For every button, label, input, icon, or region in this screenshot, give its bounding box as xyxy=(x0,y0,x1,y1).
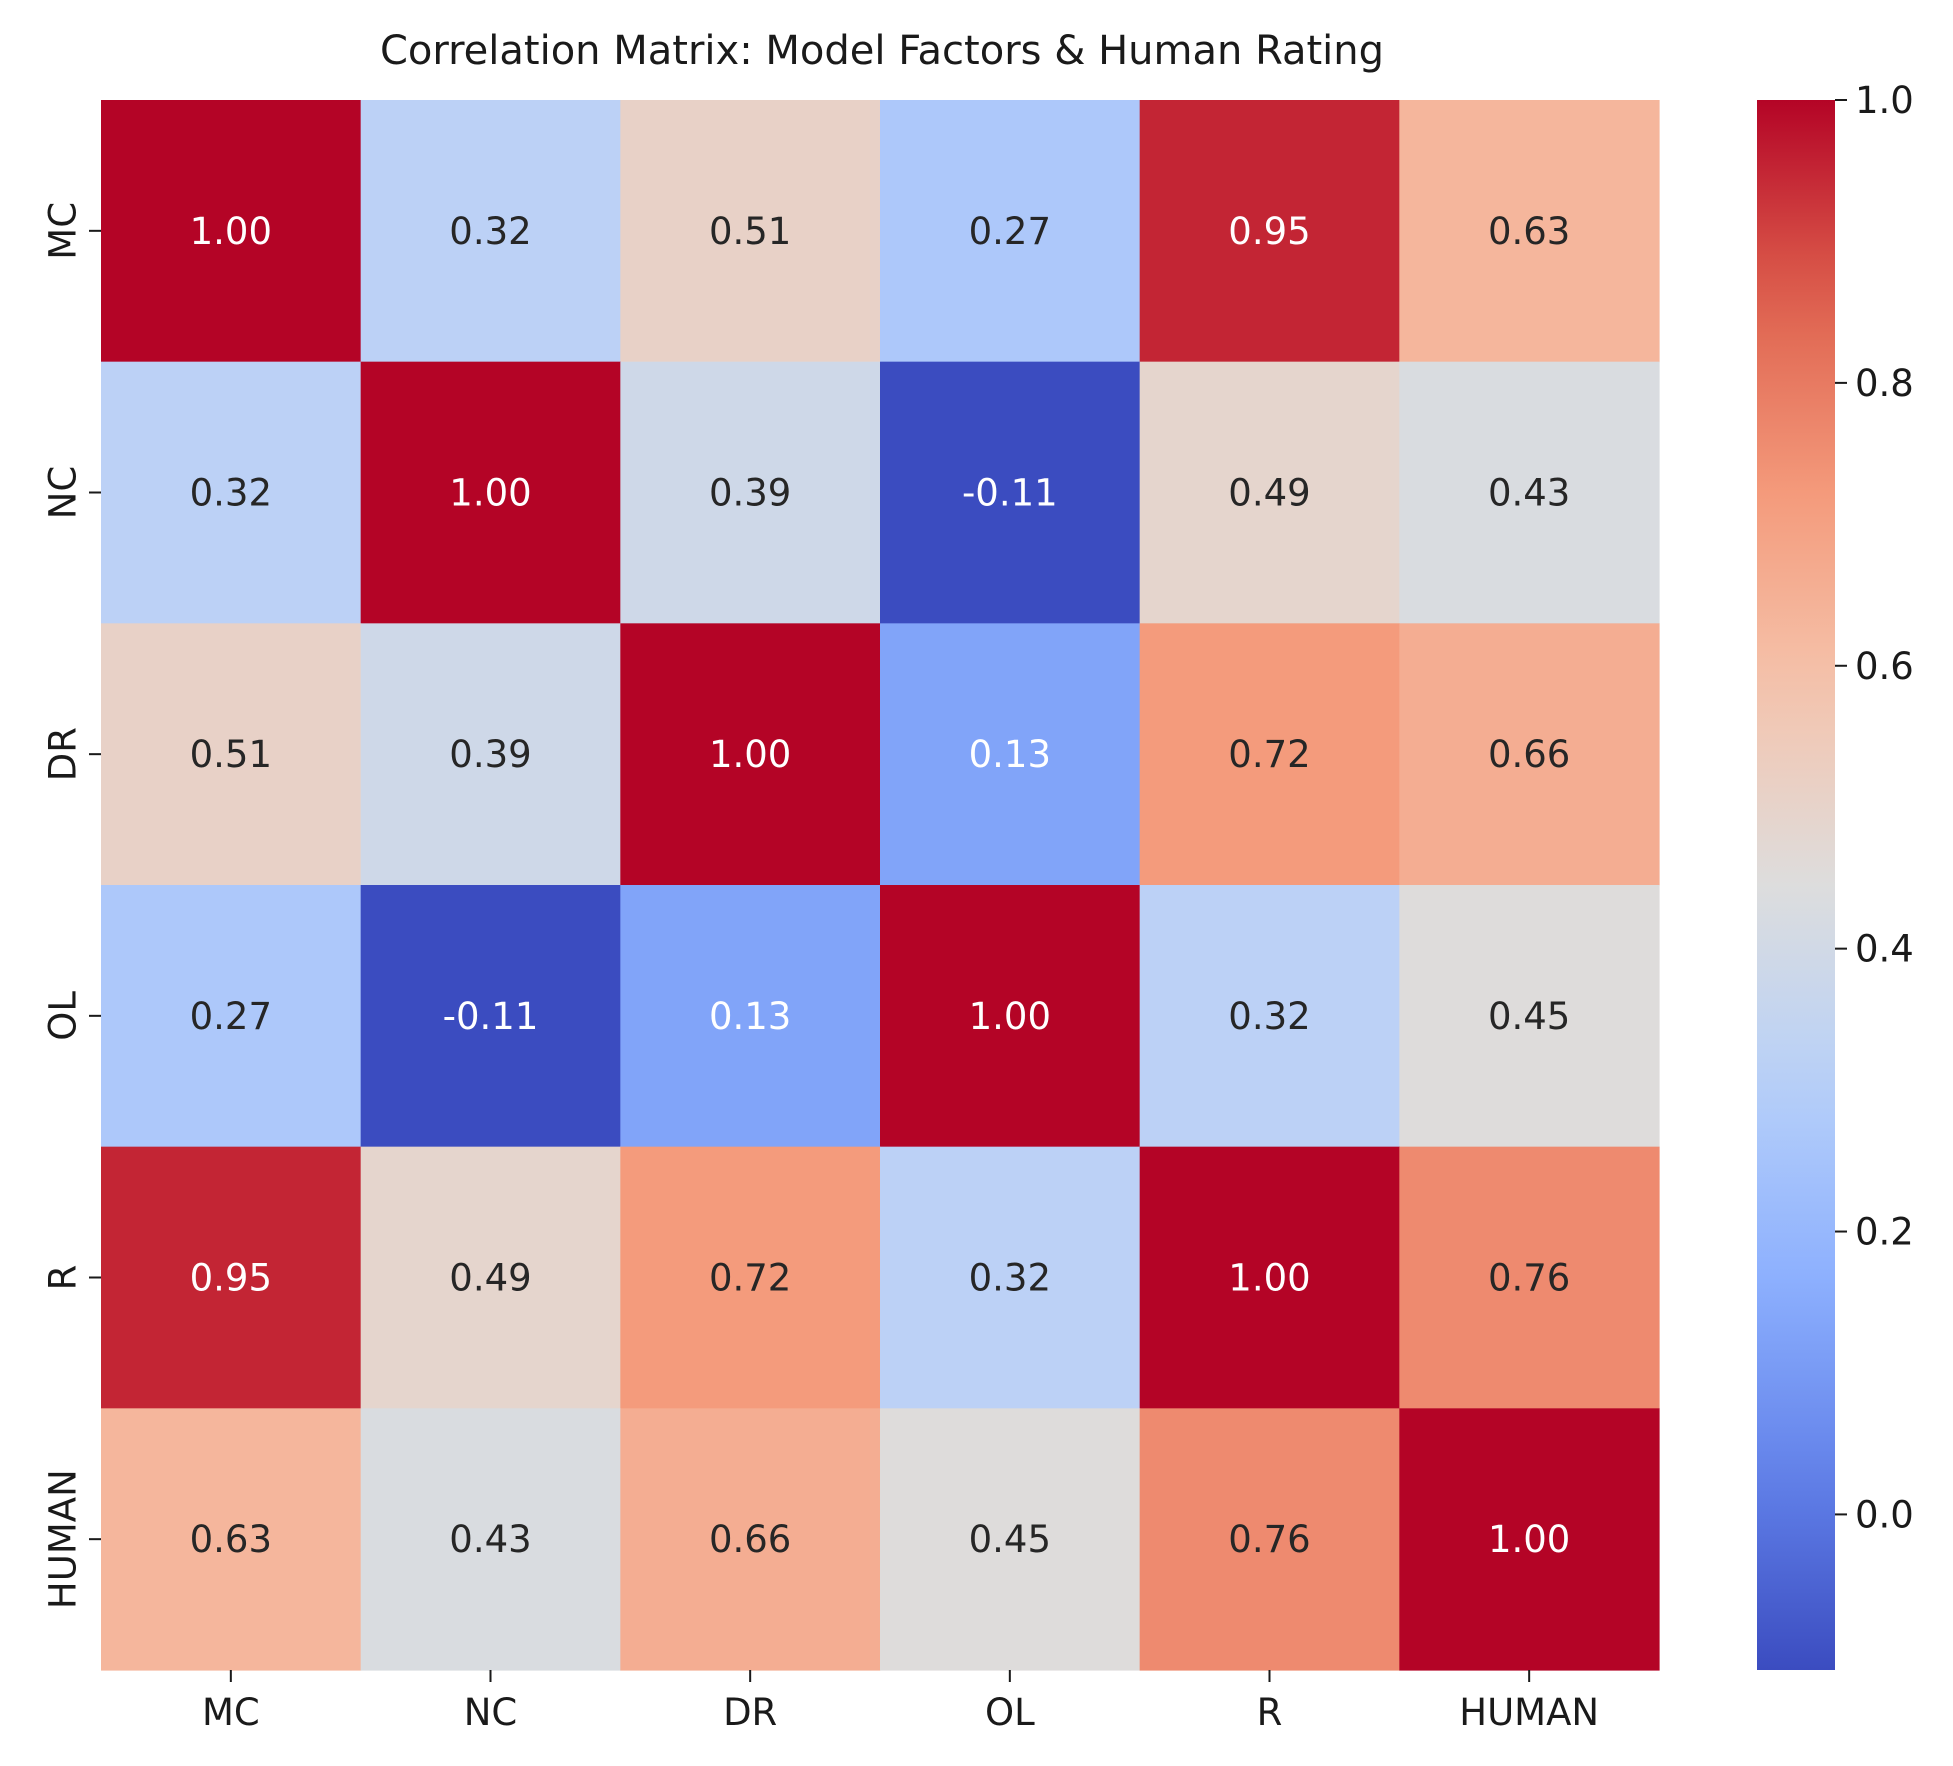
cell-value-label: 0.63 xyxy=(1488,210,1570,253)
heatmap-cell xyxy=(1399,885,1660,1148)
cell-value-label: -0.11 xyxy=(443,995,539,1038)
heatmap-cell xyxy=(620,885,881,1148)
heatmap-cell xyxy=(620,361,881,624)
heatmap-cell xyxy=(880,1408,1141,1671)
heatmap-cell xyxy=(620,1146,881,1409)
heatmap-cell xyxy=(101,100,362,363)
colorbar-tick-label: 1.0 xyxy=(1855,79,1914,122)
cell-value-label: 0.72 xyxy=(709,1257,791,1300)
heatmap-cell xyxy=(360,1408,621,1671)
colorbar-tick-label: 0.2 xyxy=(1855,1211,1914,1254)
heatmap-cell xyxy=(1399,623,1660,886)
y-tick-label: MC xyxy=(42,202,85,260)
heatmap-cell xyxy=(1139,361,1400,624)
heatmap-cell xyxy=(880,623,1141,886)
heatmap-cell xyxy=(1139,100,1400,363)
heatmap-cell xyxy=(360,623,621,886)
heatmap-cell xyxy=(101,885,362,1148)
cell-value-label: 0.13 xyxy=(969,733,1051,776)
cell-value-label: 0.66 xyxy=(1488,733,1570,776)
cell-value-label: 0.95 xyxy=(1228,210,1310,253)
heatmap-cell xyxy=(1399,1146,1660,1409)
x-tick-label: HUMAN xyxy=(1459,1691,1599,1734)
cell-value-label: 1.00 xyxy=(709,733,791,776)
colorbar-tick-label: 0.8 xyxy=(1855,362,1914,405)
heatmap-cell xyxy=(101,623,362,886)
x-tick-label: NC xyxy=(464,1691,518,1734)
cell-value-label: 0.32 xyxy=(969,1257,1051,1300)
cell-value-label: 1.00 xyxy=(1228,1257,1310,1300)
colorbar-tick-label: 0.0 xyxy=(1855,1493,1914,1536)
x-axis: MC NC DR OL R HUMAN xyxy=(202,1670,1599,1734)
colorbar: 0.0 0.2 0.4 0.6 0.8 1.0 xyxy=(1757,79,1914,1670)
cell-value-label: 1.00 xyxy=(969,995,1051,1038)
heatmap-cell xyxy=(360,885,621,1148)
cell-value-label: 0.32 xyxy=(190,472,272,515)
heatmap-cell xyxy=(1139,885,1400,1148)
cell-value-label: 0.39 xyxy=(449,733,531,776)
heatmap-cell xyxy=(101,361,362,624)
cell-value-label: 0.39 xyxy=(709,472,791,515)
cell-value-label: 0.27 xyxy=(969,210,1051,253)
cell-value-label: 0.45 xyxy=(969,1518,1051,1561)
cell-value-label: 0.72 xyxy=(1228,733,1310,776)
heatmap-cell xyxy=(101,1408,362,1671)
y-tick-label: NC xyxy=(42,466,85,520)
cell-value-label: 0.45 xyxy=(1488,995,1570,1038)
cell-value-label: 0.43 xyxy=(1488,472,1570,515)
heatmap-cell xyxy=(880,1146,1141,1409)
heatmap-cell xyxy=(620,100,881,363)
heatmap-cell xyxy=(101,1146,362,1409)
cell-value-label: 0.27 xyxy=(190,995,272,1038)
cell-value-label: -0.11 xyxy=(962,472,1058,515)
cell-value-label: 0.43 xyxy=(449,1518,531,1561)
cell-value-label: 1.00 xyxy=(449,472,531,515)
x-tick-label: OL xyxy=(985,1691,1035,1734)
cell-value-label: 0.51 xyxy=(709,210,791,253)
heatmap-cell xyxy=(1139,623,1400,886)
colorbar-tick-label: 0.6 xyxy=(1855,645,1914,688)
heatmap-cell xyxy=(620,1408,881,1671)
heatmap-cell xyxy=(1139,1408,1400,1671)
cell-value-label: 0.63 xyxy=(190,1518,272,1561)
heatmap-cell xyxy=(1399,1408,1660,1671)
cell-value-label: 0.76 xyxy=(1228,1518,1310,1561)
heatmap-cell xyxy=(360,1146,621,1409)
colorbar-tick-label: 0.4 xyxy=(1855,928,1914,971)
heatmap-cell xyxy=(880,100,1141,363)
y-axis: MC NC DR OL R HUMAN xyxy=(42,202,101,1609)
heatmap-cell xyxy=(1139,1146,1400,1409)
cell-value-label: 0.32 xyxy=(1228,995,1310,1038)
cell-value-label: 0.13 xyxy=(709,995,791,1038)
cell-value-label: 0.51 xyxy=(190,733,272,776)
chart-title: Correlation Matrix: Model Factors & Huma… xyxy=(380,28,1384,74)
heatmap-cell xyxy=(880,885,1141,1148)
y-tick-label: DR xyxy=(42,727,85,781)
cell-value-label: 0.76 xyxy=(1488,1257,1570,1300)
y-tick-label: HUMAN xyxy=(42,1469,85,1609)
cell-value-label: 0.95 xyxy=(190,1257,272,1300)
heatmap-cell xyxy=(1399,361,1660,624)
heatmap-cells: 1.00 0.32 0.51 0.27 0.95 0.63 0.32 1.00 0.39 -0.1… xyxy=(101,100,1660,1671)
x-tick-label: MC xyxy=(202,1691,260,1734)
x-tick-label: R xyxy=(1257,1691,1283,1734)
cell-value-label: 0.66 xyxy=(709,1518,791,1561)
heatmap-cell xyxy=(1399,100,1660,363)
colorbar-gradient xyxy=(1757,100,1835,1670)
cell-value-label: 0.49 xyxy=(449,1257,531,1300)
cell-value-label: 1.00 xyxy=(190,210,272,253)
cell-value-label: 0.32 xyxy=(449,210,531,253)
heatmap-cell xyxy=(360,361,621,624)
y-tick-label: R xyxy=(42,1265,85,1291)
y-tick-label: OL xyxy=(42,991,85,1041)
heatmap-cell xyxy=(360,100,621,363)
x-tick-label: DR xyxy=(723,1691,777,1734)
heatmap-cell xyxy=(880,361,1141,624)
heatmap-cell xyxy=(620,623,881,886)
cell-value-label: 0.49 xyxy=(1228,472,1310,515)
cell-value-label: 1.00 xyxy=(1488,1518,1570,1561)
